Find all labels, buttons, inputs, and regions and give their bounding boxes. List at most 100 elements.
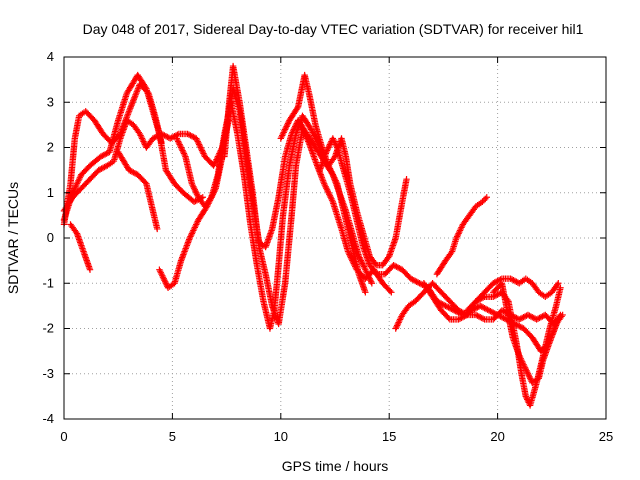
data-point [327, 166, 334, 174]
data-point [333, 142, 340, 150]
data-point [526, 312, 533, 319]
data-point [520, 361, 527, 368]
data-point [192, 222, 199, 230]
data-point [368, 280, 376, 287]
data-point [461, 313, 468, 320]
data-point [193, 136, 201, 144]
data-point [344, 248, 352, 255]
data-point [281, 126, 289, 133]
data-point [522, 366, 529, 373]
data-point [352, 263, 359, 270]
data-point [455, 316, 462, 323]
data-series [115, 148, 161, 233]
data-point [347, 254, 355, 261]
data-series [156, 85, 376, 291]
data-point [167, 135, 174, 142]
data-point [195, 141, 203, 148]
data-point [439, 301, 446, 308]
data-point [72, 183, 79, 190]
data-point [73, 182, 80, 189]
data-point [371, 269, 379, 276]
data-point [521, 363, 528, 370]
data-point [494, 277, 501, 285]
data-point [185, 131, 193, 138]
data-point [103, 150, 110, 157]
data-point [155, 132, 162, 139]
data-point [367, 278, 375, 285]
data-point [284, 120, 292, 127]
data-point [483, 194, 490, 201]
data-point [323, 185, 330, 192]
data-point [130, 97, 137, 104]
data-point [74, 178, 81, 186]
data-point [302, 132, 309, 139]
data-point [152, 133, 159, 141]
data-point [516, 353, 524, 361]
data-point [529, 313, 536, 321]
data-point [537, 313, 545, 321]
data-point [161, 277, 168, 284]
data-point [197, 144, 204, 151]
data-point [482, 305, 490, 313]
data-point [345, 249, 352, 257]
data-point [174, 138, 182, 145]
data-point [524, 369, 531, 376]
data-point [303, 135, 311, 142]
data-point [394, 320, 402, 328]
data-point [491, 279, 498, 286]
data-point [311, 133, 318, 141]
data-point [346, 252, 354, 260]
data-point [142, 84, 149, 91]
data-point [98, 165, 105, 172]
data-point [277, 135, 284, 142]
data-point [455, 307, 462, 314]
data-point [159, 131, 167, 138]
data-point [161, 278, 169, 285]
data-point [457, 225, 464, 233]
data-point [279, 130, 287, 138]
data-point [189, 228, 196, 236]
data-point [397, 314, 404, 322]
data-point [75, 177, 82, 184]
data-point [522, 393, 529, 400]
data-point [409, 276, 416, 283]
data-point [523, 367, 530, 374]
data-point [511, 277, 519, 285]
data-point [526, 373, 533, 380]
data-point [410, 277, 417, 284]
data-point [308, 127, 316, 135]
data-series [392, 280, 564, 332]
data-point [96, 166, 104, 173]
data-point [326, 142, 333, 150]
data-point [327, 194, 334, 201]
data-point [456, 228, 463, 236]
data-point [456, 315, 464, 322]
y-tick-label: -3 [42, 366, 54, 381]
data-point [310, 132, 318, 139]
data-point [446, 304, 454, 312]
x-tick-label: 15 [382, 429, 396, 444]
data-point [536, 314, 543, 322]
data-point [73, 180, 81, 187]
data-point [557, 284, 564, 291]
data-point [328, 168, 335, 175]
data-point [187, 132, 194, 139]
data-point [164, 133, 171, 141]
data-point [396, 317, 403, 325]
data-point [558, 313, 565, 320]
data-point [492, 292, 500, 299]
data-point [445, 304, 452, 311]
y-tick-label: 4 [47, 49, 54, 64]
data-point [154, 132, 161, 140]
x-tick-label: 5 [169, 429, 176, 444]
data-point [133, 90, 140, 97]
data-point [168, 134, 175, 141]
data-point [189, 182, 196, 189]
data-point [158, 130, 165, 138]
data-point [158, 271, 165, 278]
data-point [395, 319, 402, 326]
data-point [95, 166, 102, 174]
data-point [403, 175, 410, 183]
data-point [523, 394, 530, 402]
data-point [362, 289, 369, 296]
